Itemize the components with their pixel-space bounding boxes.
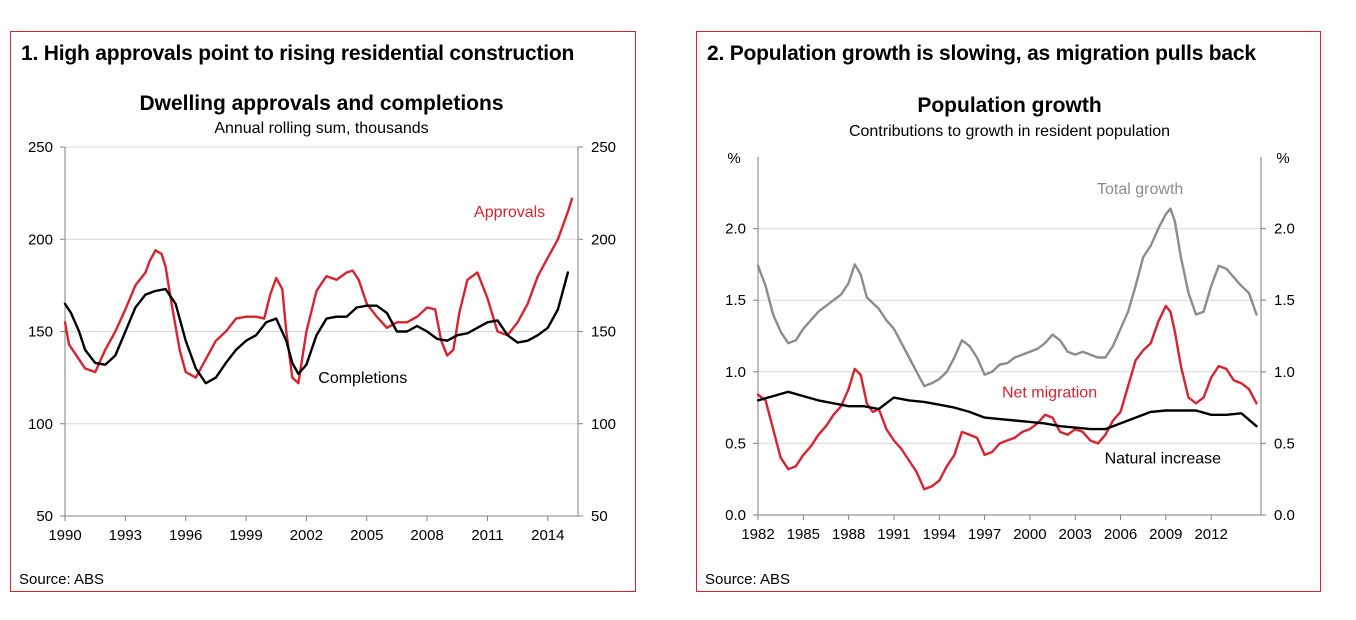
x-tick-label: 1997 xyxy=(968,526,1001,543)
y-tick-label-left: 0.5 xyxy=(725,435,746,452)
x-tick-label: 1999 xyxy=(229,527,262,544)
y-tick-label-left: 50 xyxy=(36,508,53,525)
y-tick-label-left: 1.5 xyxy=(725,292,746,309)
x-tick-label: 1985 xyxy=(787,526,820,543)
y-tick-label-right: 200 xyxy=(591,231,616,248)
y-tick-label-right: 150 xyxy=(591,324,616,341)
chart-title: Population growth xyxy=(917,94,1101,117)
y-axis-unit-left: % xyxy=(727,150,740,167)
x-tick-label: 1991 xyxy=(877,526,910,543)
x-tick-label: 1996 xyxy=(169,527,202,544)
x-tick-label: 1993 xyxy=(109,527,142,544)
chart-subtitle: Annual rolling sum, thousands xyxy=(214,120,428,137)
panel-heading: 2. Population growth is slowing, as migr… xyxy=(707,42,1256,65)
x-tick-label: 2005 xyxy=(350,527,383,544)
chart-panel-2: 2. Population growth is slowing, as migr… xyxy=(696,31,1321,592)
x-tick-label: 1988 xyxy=(832,526,865,543)
x-tick-label: 2003 xyxy=(1059,526,1092,543)
y-tick-label-left: 150 xyxy=(28,324,53,341)
y-tick-label-right: 1.0 xyxy=(1274,364,1295,381)
x-tick-label: 1982 xyxy=(741,526,774,543)
x-tick-label: 1994 xyxy=(923,526,956,543)
series-line-total-growth xyxy=(756,207,1258,388)
series-line-natural-increase xyxy=(756,390,1258,431)
y-tick-label-left: 200 xyxy=(28,231,53,248)
x-tick-label: 2012 xyxy=(1194,526,1227,543)
series-line-approvals xyxy=(63,197,574,385)
y-tick-label-left: 100 xyxy=(28,416,53,433)
chart-title: Dwelling approvals and completions xyxy=(139,92,503,115)
source-note: Source: ABS xyxy=(19,571,105,588)
y-tick-label-right: 50 xyxy=(591,508,608,525)
source-note: Source: ABS xyxy=(705,571,791,588)
x-tick-label: 2006 xyxy=(1104,526,1137,543)
y-tick-label-right: 250 xyxy=(591,139,616,156)
panel-heading: 1. High approvals point to rising reside… xyxy=(21,42,575,65)
series-label: Approvals xyxy=(474,204,545,221)
series-label: Total growth xyxy=(1097,181,1183,198)
x-tick-label: 2009 xyxy=(1149,526,1182,543)
x-tick-label: 2008 xyxy=(410,527,443,544)
y-tick-label-right: 1.5 xyxy=(1274,292,1295,309)
x-tick-label: 2011 xyxy=(471,527,503,544)
x-tick-label: 1990 xyxy=(48,527,81,544)
x-tick-label: 2002 xyxy=(290,527,323,544)
chart-panel-1: 1. High approvals point to rising reside… xyxy=(10,31,636,592)
x-tick-label: 2014 xyxy=(531,527,564,544)
y-tick-label-left: 2.0 xyxy=(725,221,746,238)
series-label: Natural increase xyxy=(1105,450,1222,467)
y-tick-label-left: 0.0 xyxy=(725,507,746,524)
y-tick-label-left: 1.0 xyxy=(725,364,746,381)
y-tick-label-right: 0.5 xyxy=(1274,435,1295,452)
y-tick-label-right: 100 xyxy=(591,416,616,433)
series-label: Completions xyxy=(318,370,407,387)
chart-dwelling-approvals: Dwelling approvals and completions Annual… xyxy=(28,92,616,544)
series-line-completions xyxy=(63,271,570,385)
y-tick-label-left: 250 xyxy=(28,139,53,156)
x-tick-label: 2000 xyxy=(1013,526,1046,543)
y-tick-label-right: 2.0 xyxy=(1274,221,1295,238)
series-label: Net migration xyxy=(1002,385,1097,402)
chart-subtitle: Contributions to growth in resident popu… xyxy=(849,123,1170,140)
series-line-net-migration xyxy=(756,304,1258,491)
y-axis-unit-right: % xyxy=(1276,150,1289,167)
chart-population-growth: Population growth Contributions to growth… xyxy=(725,94,1295,543)
y-tick-label-right: 0.0 xyxy=(1274,507,1295,524)
